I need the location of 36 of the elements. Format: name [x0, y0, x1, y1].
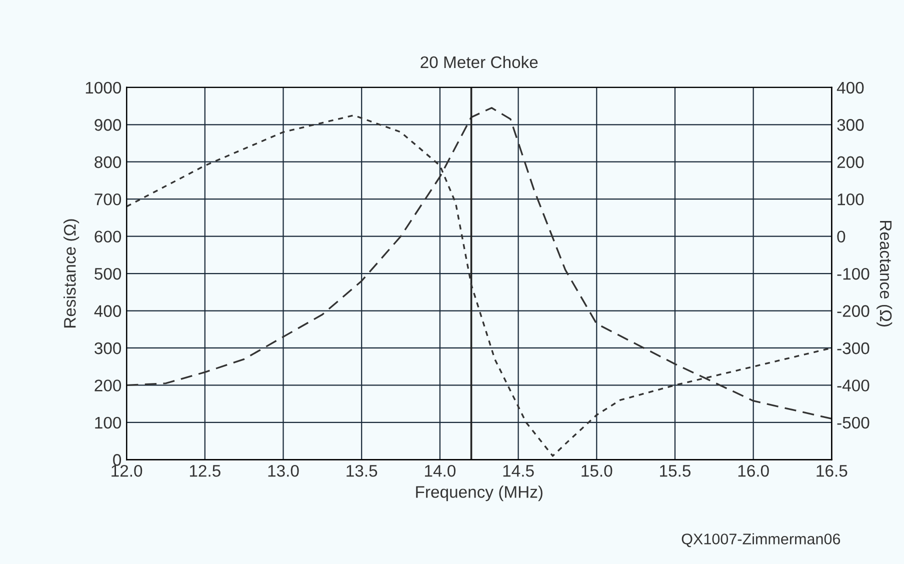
- x-tick-label: 13.0: [268, 464, 299, 477]
- y2-tick-label: -200: [837, 305, 870, 317]
- text: QX1007-Zimmerman06: [682, 533, 840, 548]
- y-tick-label: 600: [94, 230, 122, 243]
- x-tick-label: 14.0: [425, 464, 456, 477]
- y-tick-label: 800: [94, 156, 122, 168]
- y-tick-label: 500: [94, 268, 122, 280]
- y-tick-label: 700: [94, 193, 122, 206]
- y2-tick-label: 300: [837, 119, 864, 131]
- chart-title: 20 Meter Choke: [420, 56, 538, 68]
- y2-tick-label: -100: [837, 268, 870, 280]
- y2-tick-label: 100: [838, 193, 864, 206]
- x-tick-label: 12.0: [112, 464, 142, 477]
- y-tick-label: 300: [94, 342, 122, 354]
- x-tick-label: 12.5: [190, 464, 220, 477]
- x-axis-title: Frequency (MHz): [416, 486, 542, 502]
- y2-tick-label: 200: [837, 156, 864, 168]
- x-tick-label: 14.5: [503, 465, 534, 477]
- y2-tick-label: -500: [837, 416, 870, 429]
- y-tick-label: 900: [94, 119, 122, 131]
- x-tick-label: 15.0: [582, 464, 612, 477]
- y2-tick-label: -400: [837, 380, 870, 392]
- y2-tick-label: -300: [837, 342, 870, 354]
- y-tick-label: 200: [94, 380, 122, 392]
- y-axis-title: Resistance (Ω): [64, 219, 80, 328]
- y2-axis-title: Reactance (Ω): [876, 220, 892, 326]
- x-tick-label: 16.0: [738, 464, 769, 477]
- y-tick-label: 1000: [86, 82, 122, 94]
- y-tick-label: 100: [95, 416, 122, 429]
- x-tick-label: 13.5: [346, 464, 378, 477]
- x-tick-label: 15.5: [660, 465, 691, 477]
- y-tick-label: 400: [94, 305, 122, 317]
- x-tick-label: 16.5: [816, 464, 848, 477]
- y2-tick-label: 400: [836, 82, 864, 94]
- y2-tick-label: 0: [837, 230, 846, 243]
- y-tick-label: 0: [113, 454, 122, 466]
